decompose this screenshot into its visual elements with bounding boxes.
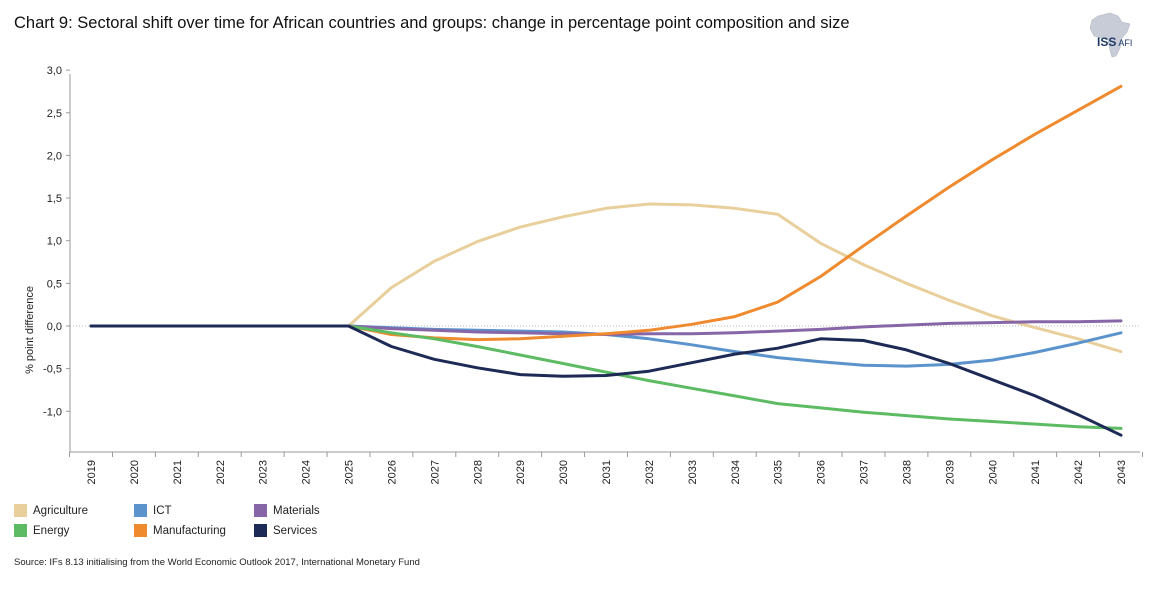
legend-label: Energy	[33, 524, 70, 537]
chart-title: Chart 9: Sectoral shift over time for Af…	[14, 14, 850, 32]
x-tick-label: 2033	[687, 460, 699, 484]
legend-item-agriculture: Agriculture	[14, 504, 88, 517]
y-tick-label: 3,0	[47, 65, 62, 77]
legend-label: Manufacturing	[153, 524, 226, 537]
x-tick-label: 2031	[601, 460, 613, 484]
y-tick-label: 0,0	[47, 321, 62, 333]
line-chart: -1,0-0,50,00,51,01,52,02,53,0 2019 2020 20…	[24, 65, 1143, 484]
x-tick-label: 2038	[901, 460, 913, 484]
x-tick-label: 2036	[816, 460, 828, 484]
x-tick-label: 2027	[429, 460, 441, 484]
x-tick-label: 2041	[1030, 460, 1042, 484]
legend-item-energy: Energy	[14, 524, 69, 537]
x-tick-label: 2023	[258, 460, 270, 484]
x-tick-label: 2025	[344, 460, 356, 484]
y-tick-label: 2,0	[47, 150, 62, 162]
y-tick-label: 2,5	[47, 108, 62, 120]
x-tick-label: 2035	[773, 460, 785, 484]
legend-swatch-energy	[14, 524, 27, 537]
series-line-ict	[89, 324, 1123, 368]
legend-swatch-agriculture	[14, 504, 27, 517]
y-axis: -1,0 -0,5 0,0 0,5 1,0 1,5 2,0 2,5 3,0	[43, 65, 1140, 452]
africa-map-icon	[1089, 12, 1131, 58]
legend-swatch-materials	[254, 504, 267, 517]
x-tick-label: 2037	[859, 460, 871, 484]
x-tick-label: 2024	[301, 460, 313, 484]
logo-main-text: ISS	[1097, 35, 1117, 49]
series-line-services	[89, 324, 1123, 437]
series-line-agriculture	[89, 202, 1123, 354]
x-tick-label: 2020	[129, 460, 141, 484]
x-tick-label: 2029	[515, 460, 527, 484]
legend-item-services: Services	[254, 524, 317, 537]
x-tick-label: 2040	[987, 460, 999, 484]
source-note: Source: IFs 8.13 initialising from the W…	[14, 557, 420, 568]
x-tick-label: 2028	[472, 460, 484, 484]
x-tick-label: 2022	[215, 460, 227, 484]
y-tick-label: 1,0	[47, 236, 62, 248]
x-tick-label: 2034	[730, 460, 742, 484]
y-tick-label: 0,5	[47, 278, 62, 290]
iss-afi-logo: ISS AFI	[1097, 35, 1132, 49]
x-tick-label: 2039	[944, 460, 956, 484]
legend-swatch-manufacturing	[134, 524, 147, 537]
legend-label: Agriculture	[33, 504, 88, 517]
x-tick-label: 2021	[172, 460, 184, 484]
legend-swatch-services	[254, 524, 267, 537]
legend-label: Services	[273, 524, 318, 537]
x-tick-label: 2030	[558, 460, 570, 484]
legend-label: ICT	[153, 504, 172, 517]
series-line-energy	[89, 324, 1123, 430]
y-tick-label: -1,0	[43, 406, 62, 418]
legend-item-manufacturing: Manufacturing	[134, 524, 226, 537]
logo-sub-text: AFI	[1118, 38, 1133, 48]
series-line-manufacturing	[89, 84, 1123, 342]
x-tick-label: 2019	[86, 460, 98, 484]
x-tick-label: 2043	[1116, 460, 1128, 484]
legend-item-materials: Materials	[254, 504, 320, 517]
x-axis: 2019 2020 2021 2022 2023 2024 2025 2026 2027 2028…	[69, 451, 1143, 484]
y-tick-label: -0,5	[43, 364, 62, 376]
legend: Agriculture ICT Materials Energy Manufac…	[14, 504, 434, 544]
x-tick-label: 2032	[644, 460, 656, 484]
legend-label: Materials	[273, 504, 320, 517]
x-tick-label: 2042	[1073, 460, 1085, 484]
y-axis-label: % point difference	[24, 286, 36, 374]
legend-swatch-ict	[134, 504, 147, 517]
legend-item-ict: ICT	[134, 504, 172, 517]
y-tick-label: 1,5	[47, 193, 62, 205]
series-lines	[89, 84, 1123, 437]
x-tick-label: 2026	[386, 460, 398, 484]
